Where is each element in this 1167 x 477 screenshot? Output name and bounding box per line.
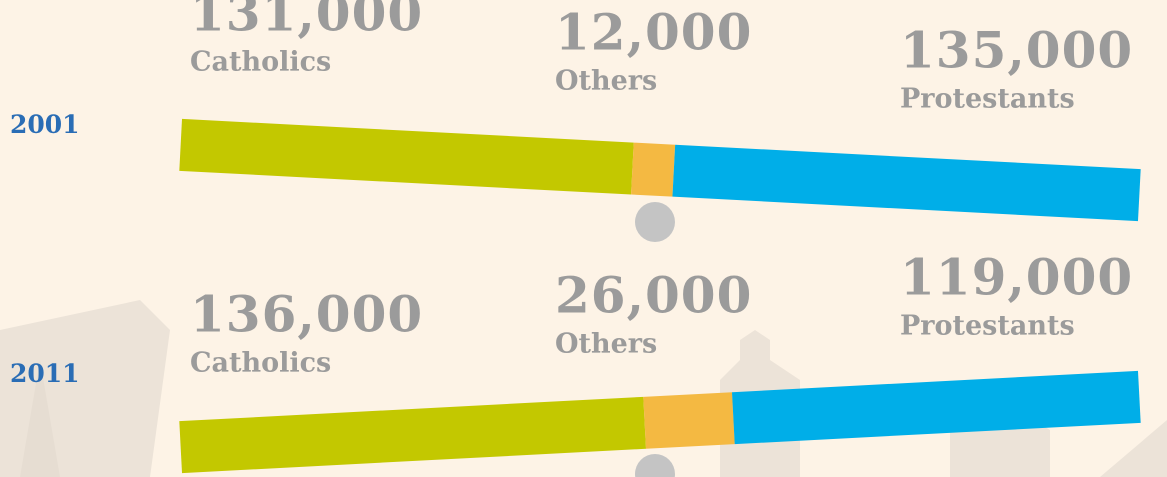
year-label: 2001 xyxy=(10,110,80,139)
series-label: Protestants xyxy=(900,310,1075,341)
series-label: Others xyxy=(555,329,657,360)
bar-segment xyxy=(672,145,1140,221)
value-label: 119,000 xyxy=(900,247,1133,306)
value-label: 12,000 xyxy=(555,2,752,61)
bar-segment xyxy=(631,143,675,197)
series-label: Others xyxy=(555,65,657,96)
value-label: 136,000 xyxy=(190,285,423,344)
chart: 2001 131,000 Catholics 12,000 Others 135,000 P… xyxy=(0,0,1167,477)
value-label: 131,000 xyxy=(190,0,423,42)
page: 2001 131,000 Catholics 12,000 Others 135,000 P… xyxy=(0,0,1167,477)
series-label: Protestants xyxy=(900,84,1075,115)
series-label: Catholics xyxy=(190,348,331,379)
bar-segment xyxy=(643,392,734,449)
value-label: 26,000 xyxy=(555,266,752,325)
value-label: 135,000 xyxy=(900,21,1133,80)
bar-segment xyxy=(179,397,646,473)
pivot xyxy=(635,454,675,477)
bar-segment xyxy=(179,119,633,195)
year-label: 2011 xyxy=(10,359,80,388)
pivot xyxy=(635,202,675,242)
series-label: Catholics xyxy=(190,46,331,77)
